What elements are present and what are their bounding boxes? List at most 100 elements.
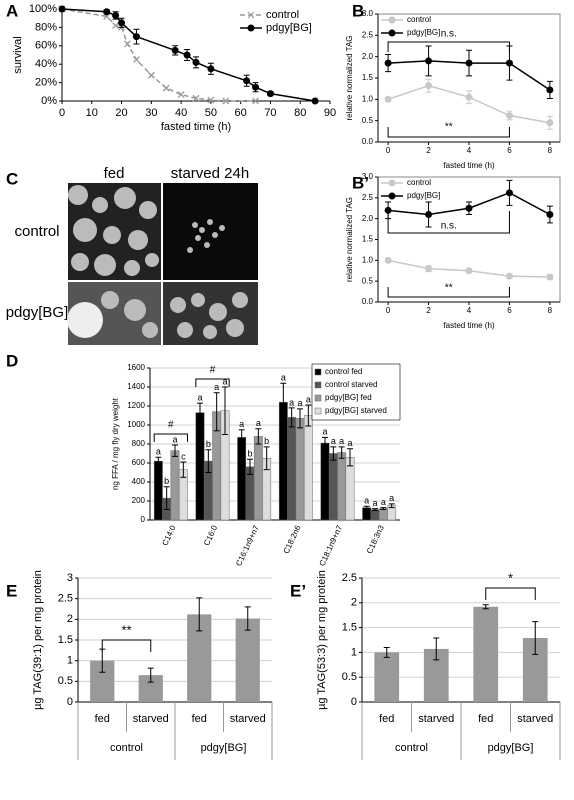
legend-label: control starved: [325, 380, 377, 389]
group-letter: a: [156, 447, 161, 457]
series-line: [61, 8, 256, 102]
panel-label: A: [6, 1, 18, 20]
significance-bracket: [387, 287, 510, 298]
x-tick-label: fed: [478, 713, 493, 725]
legend-marker: [388, 192, 396, 200]
group-label: control: [110, 742, 143, 754]
x-axis-label: fasted time (h): [161, 121, 231, 133]
point: [465, 204, 473, 212]
y-tick-label: 2: [67, 613, 73, 625]
point: [425, 265, 433, 273]
row-label: control: [14, 223, 59, 240]
y-tick-label: 3.0: [362, 172, 374, 181]
droplets: [67, 185, 248, 339]
group-letter: a: [197, 393, 202, 403]
column-label: fed: [104, 165, 125, 182]
significance-label: #: [168, 420, 174, 431]
y-tick-label: 1.5: [342, 622, 357, 634]
significance-label: n.s.: [441, 29, 457, 40]
point: [546, 119, 554, 127]
x-tick-label: fed: [379, 713, 394, 725]
error-bar: [172, 444, 178, 457]
group-letter: b: [264, 436, 269, 446]
point: [58, 5, 66, 13]
x-tick-label: 50: [205, 107, 217, 119]
point: [425, 82, 433, 90]
y-axis-label: relative normalized TAG: [345, 197, 354, 282]
y-tick-label: 1.0: [362, 94, 374, 103]
error-bar: [147, 667, 154, 683]
bar: [287, 417, 297, 521]
point: [192, 58, 200, 66]
point: [112, 11, 120, 19]
point: [465, 267, 473, 275]
legend-marker: [247, 11, 255, 19]
y-tick-label: 400: [132, 477, 146, 486]
y-tick-label: 0.5: [362, 116, 374, 125]
point: [207, 65, 215, 73]
bar: [295, 418, 305, 521]
legend-marker: [388, 179, 396, 187]
panel-label: D: [6, 351, 18, 370]
point: [147, 71, 155, 79]
significance-label: *: [508, 570, 513, 585]
error-bar: [532, 621, 539, 655]
x-tick-label: starved: [418, 713, 454, 725]
y-tick-label: 2.5: [58, 593, 73, 605]
y-tick-label: 1.5: [58, 634, 73, 646]
x-tick-label: 30: [145, 107, 157, 119]
x-tick-label: 80: [294, 107, 306, 119]
error-bar: [205, 449, 212, 473]
group-letter: a: [297, 398, 302, 408]
legend-swatch: [314, 368, 322, 376]
y-axis-label: ng FFA / mg fly dry weight: [111, 397, 120, 490]
x-tick-label: starved: [230, 713, 266, 725]
error-bar: [288, 407, 295, 428]
point: [505, 189, 513, 197]
y-tick-label: 1.0: [362, 255, 374, 264]
x-tick-label: 60: [235, 107, 247, 119]
point: [177, 91, 185, 99]
y-tick-label: 0.0: [362, 297, 374, 306]
bar: [328, 453, 338, 521]
x-tick-label: fed: [95, 713, 110, 725]
y-tick-label: 1: [67, 655, 73, 667]
point: [505, 112, 513, 120]
error-bar: [238, 429, 245, 446]
panel-label: B’: [352, 173, 369, 192]
point: [425, 57, 433, 65]
y-tick-label: 2.5: [362, 193, 374, 202]
error-bar: [222, 386, 228, 435]
x-tick-label: 2: [426, 146, 431, 155]
y-tick-label: 1600: [127, 363, 145, 372]
legend-label: control: [407, 178, 431, 187]
x-tick-label: 70: [264, 107, 276, 119]
y-tick-label: 100%: [29, 3, 57, 15]
legend-label: pdgy[BG] starved: [325, 406, 387, 415]
x-tick-label: starved: [133, 713, 169, 725]
bar: [195, 412, 205, 521]
group-letter: a: [347, 438, 352, 448]
bar: [378, 508, 388, 521]
error-bar: [482, 604, 489, 610]
significance-label: **: [445, 283, 453, 294]
point: [425, 211, 433, 218]
panel-label: B: [352, 1, 364, 20]
group-letter: a: [289, 397, 294, 407]
group-letter: a: [214, 382, 219, 392]
point: [243, 77, 251, 85]
significance-bracket: [153, 433, 188, 442]
y-tick-label: 20%: [35, 77, 57, 89]
significance-bracket: [485, 587, 536, 600]
x-tick-label: 90: [324, 107, 336, 119]
y-tick-label: 2.5: [342, 572, 357, 584]
point: [162, 84, 170, 92]
error-bar: [322, 436, 328, 450]
group-letter: c: [181, 451, 186, 461]
error-bar: [155, 456, 162, 466]
x-tick-label: C16:0: [202, 523, 219, 547]
legend-label: control: [407, 15, 431, 24]
y-axis-label: µg TAG(39:1) per mg protein: [32, 570, 44, 710]
bar: [237, 437, 247, 521]
